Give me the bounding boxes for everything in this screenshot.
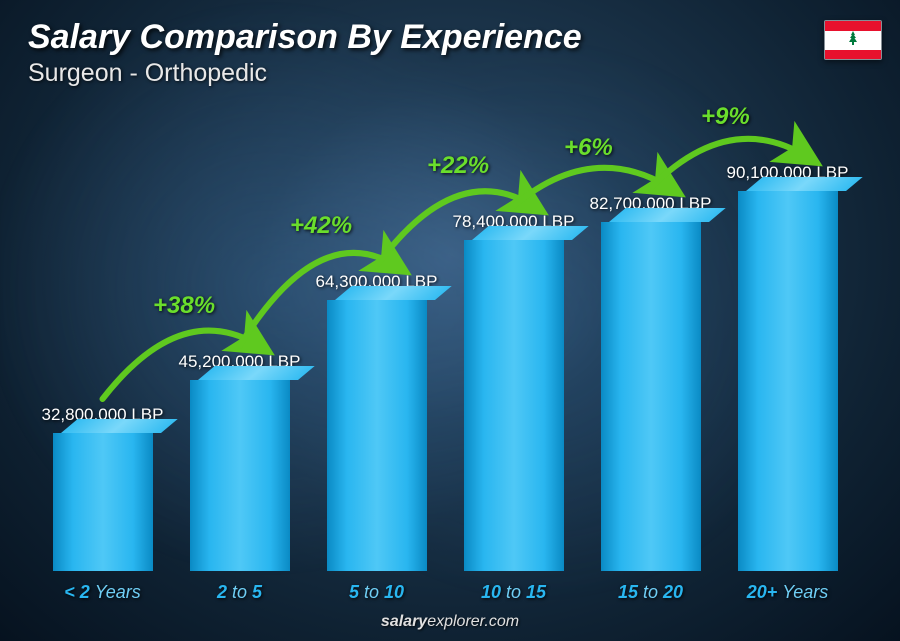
flag-stripe-mid <box>825 31 881 50</box>
bar-top-face <box>609 208 726 222</box>
x-label: 15 to 20 <box>588 582 713 603</box>
bar <box>601 222 701 571</box>
x-label: 20+ Years <box>725 582 850 603</box>
footer-brand-rest: explorer.com <box>427 613 519 630</box>
bar-slot: 45,200,000 LBP <box>177 352 302 571</box>
bar <box>53 433 153 571</box>
bar-front-face <box>53 433 153 571</box>
bar <box>738 191 838 571</box>
bar-top-face <box>61 419 178 433</box>
page-title: Salary Comparison By Experience <box>28 18 820 57</box>
bar-top-face <box>335 286 452 300</box>
x-label: 10 to 15 <box>451 582 576 603</box>
bar-front-face <box>190 380 290 571</box>
x-label: 2 to 5 <box>177 582 302 603</box>
flag-stripe-bottom <box>825 50 881 60</box>
bar-front-face <box>464 240 564 571</box>
bar-slot: 82,700,000 LBP <box>588 194 713 571</box>
bar <box>327 300 427 571</box>
x-axis-labels: < 2 Years 2 to 5 5 to 10 10 to 15 15 to 20 20… <box>40 582 850 603</box>
bar-front-face <box>327 300 427 571</box>
bar-front-face <box>601 222 701 571</box>
bar-slot: 32,800,000 LBP <box>40 405 165 571</box>
x-label: < 2 Years <box>40 582 165 603</box>
bar-top-face <box>198 366 315 380</box>
footer-brand: salaryexplorer.com <box>0 613 900 631</box>
bar <box>190 380 290 571</box>
cedar-icon <box>845 30 861 50</box>
x-label: 5 to 10 <box>314 582 439 603</box>
country-flag-lebanon <box>824 20 882 60</box>
bar-slot: 90,100,000 LBP <box>725 163 850 571</box>
bar-slot: 78,400,000 LBP <box>451 212 576 571</box>
bar <box>464 240 564 571</box>
bar-slot: 64,300,000 LBP <box>314 272 439 571</box>
page-subtitle: Surgeon - Orthopedic <box>28 59 820 88</box>
bar-front-face <box>738 191 838 571</box>
header: Salary Comparison By Experience Surgeon … <box>28 18 820 88</box>
bar-chart: 32,800,000 LBP45,200,000 LBP64,300,000 L… <box>40 101 850 571</box>
bar-top-face <box>746 177 863 191</box>
bar-top-face <box>472 226 589 240</box>
footer-brand-bold: salary <box>381 613 427 630</box>
